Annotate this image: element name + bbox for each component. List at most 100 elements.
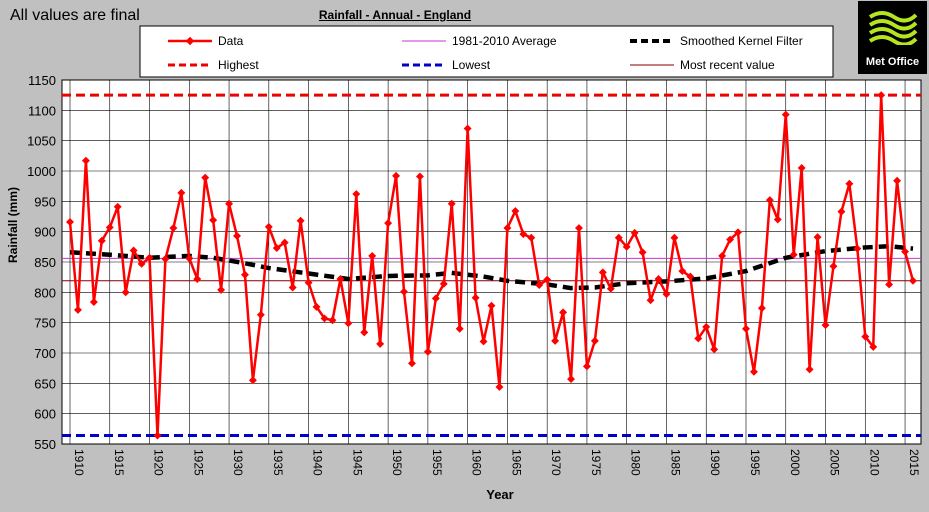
legend-item: Highest [168, 58, 259, 72]
x-tick-label: 2010 [867, 449, 881, 476]
data-point [630, 228, 639, 237]
data-point [527, 233, 536, 242]
x-tick-label: 1910 [72, 449, 86, 476]
data-point [328, 316, 337, 325]
data-point [749, 367, 758, 376]
data-point [535, 281, 544, 290]
y-tick-label: 1050 [27, 134, 56, 149]
y-tick-label: 1100 [28, 103, 56, 118]
y-axis-ticks: 550 600 650 700 750 800 850 900 950 1000 1050 1100 1… [27, 73, 56, 452]
data-point [797, 164, 806, 172]
data-point [264, 222, 273, 231]
legend: Data 1981-2010 Average Smoothed Kernel Fil… [168, 34, 803, 72]
data-point [225, 199, 234, 208]
data-point [575, 224, 583, 232]
data-point [280, 238, 289, 247]
x-tick-label: 1945 [350, 449, 364, 476]
data-point [415, 172, 424, 181]
data-point [726, 235, 735, 244]
data-point [241, 270, 249, 279]
x-tick-label: 1965 [509, 449, 523, 476]
data-point [304, 278, 313, 287]
x-axis-ticks: 1910 1915 1920 1925 1930 1935 1940 1945 1950 1955… [72, 449, 921, 476]
data-point [105, 223, 114, 232]
data-point [352, 190, 361, 199]
data-point [606, 284, 615, 293]
x-tick-label: 2005 [828, 449, 842, 476]
data-point [408, 359, 416, 368]
y-tick-label: 550 [34, 437, 56, 452]
data-point [256, 310, 265, 319]
data-point [455, 324, 464, 333]
data-point [742, 324, 750, 333]
legend-label: Lowest [452, 58, 491, 72]
data-point [344, 319, 353, 328]
legend-item: Data [168, 34, 244, 48]
data-point [813, 233, 822, 242]
data-point [702, 322, 711, 331]
x-tick-label: 1920 [152, 449, 166, 476]
legend-item: 1981-2010 Average [402, 34, 557, 48]
x-tick-label: 2000 [788, 449, 802, 476]
data-point [487, 301, 496, 310]
legend-item: Lowest [402, 58, 491, 72]
x-tick-label: 1950 [390, 449, 404, 476]
x-tick-label: 1975 [589, 449, 603, 476]
data-point [368, 251, 377, 260]
x-tick-label: 2015 [907, 449, 921, 476]
data-point [773, 215, 782, 224]
x-axis-label: Year [486, 487, 513, 502]
legend-marker [185, 36, 195, 46]
data-point [582, 362, 591, 371]
status-note: All values are final [10, 7, 140, 24]
y-tick-label: 700 [34, 346, 56, 361]
logo-text: Met Office [865, 56, 920, 68]
data-point [177, 188, 186, 197]
data-point [670, 233, 679, 242]
y-tick-label: 850 [34, 255, 56, 270]
data-point [845, 179, 854, 188]
data-point [288, 283, 297, 292]
data-point [439, 279, 448, 288]
data-point [376, 339, 385, 348]
legend-box [139, 25, 834, 78]
y-tick-label: 750 [34, 316, 56, 331]
data-point [829, 262, 838, 271]
data-point [567, 375, 575, 384]
data-point [503, 224, 512, 232]
y-tick-label: 1150 [28, 73, 56, 88]
data-point [400, 287, 408, 296]
x-tick-label: 1970 [549, 449, 563, 476]
data-point [384, 219, 393, 228]
y-axis-label: Rainfall (mm) [6, 187, 20, 263]
data-point [66, 218, 74, 226]
x-tick-label: 1930 [231, 449, 245, 476]
data-point [137, 259, 146, 268]
y-tick-label: 1000 [27, 164, 56, 179]
data-point [431, 294, 440, 303]
legend-label: Highest [218, 58, 259, 72]
y-tick-label: 650 [34, 376, 56, 391]
data-point [909, 276, 917, 285]
met-office-logo: Met Office [858, 1, 927, 74]
legend-item: Most recent value [630, 58, 775, 72]
y-tick-label: 800 [34, 285, 56, 300]
data-point [423, 347, 432, 356]
data-point [161, 255, 170, 263]
data-point [312, 302, 321, 311]
x-tick-label: 1940 [311, 449, 325, 476]
data-point [893, 176, 902, 185]
legend-label: 1981-2010 Average [452, 34, 557, 48]
data-point [734, 228, 742, 237]
met-office-logo-icon [868, 11, 918, 45]
data-point [296, 216, 305, 225]
x-tick-label: 1935 [271, 449, 285, 476]
x-tick-label: 1995 [748, 449, 762, 476]
data-point [201, 173, 210, 182]
y-tick-label: 900 [34, 225, 56, 240]
chart-title: Rainfall - Annual - England [318, 8, 472, 22]
x-tick-label: 1985 [668, 449, 682, 476]
data-point [559, 308, 568, 317]
data-point [447, 199, 456, 208]
